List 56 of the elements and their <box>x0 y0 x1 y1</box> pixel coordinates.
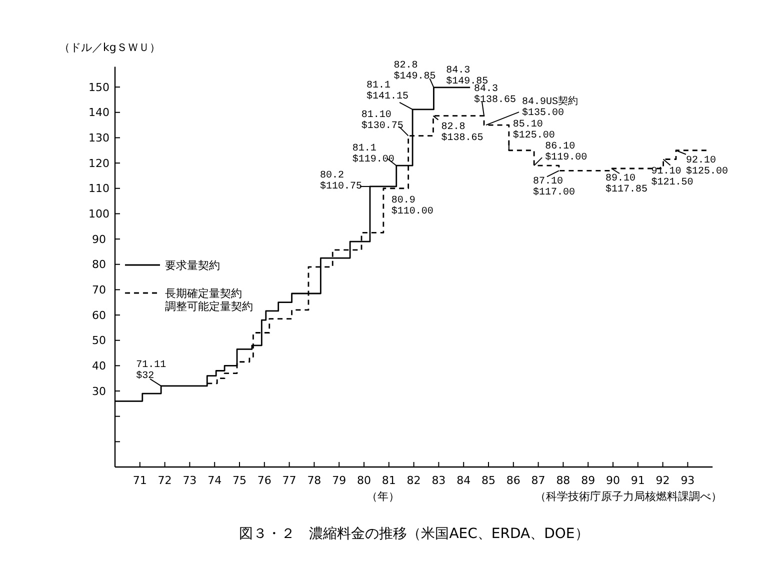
annotation: 80.2 $110.75 <box>320 170 362 192</box>
annotation: 82.8 $149.85 <box>394 60 436 82</box>
text: 図３・２ 濃縮料金の推移（米国AEC、ERDA、DOE） <box>239 526 589 542</box>
x-tick-label: 79 <box>332 474 346 487</box>
x-tick-label: 85 <box>482 474 496 487</box>
x-tick-label: 76 <box>257 474 272 487</box>
legend-label: 要求量契約 <box>165 259 220 272</box>
x-tick-label: 77 <box>282 474 296 487</box>
y-tick-label: 60 <box>92 308 106 322</box>
annotation: 71.11 $32 <box>136 360 166 382</box>
annotation: 92.10 $125.00 <box>686 155 728 178</box>
y-tick-label: 30 <box>92 384 106 398</box>
annotation: 82.8 $138.65 <box>441 122 484 144</box>
x-tick-label: 74 <box>208 474 222 487</box>
y-tick-label: 110 <box>88 182 110 196</box>
annotation: 87.10 $117.00 <box>532 176 575 199</box>
x-tick-label: 75 <box>232 474 246 487</box>
y-tick-label: 120 <box>88 156 110 170</box>
x-tick-label: 83 <box>432 474 446 487</box>
annotation: 81.1 $119.00 <box>352 144 394 166</box>
y-tick-label: 40 <box>92 360 106 373</box>
annotation: 80.9 $110.00 <box>391 195 434 218</box>
x-tick-label: 89 <box>581 474 596 487</box>
x-tick-label: 78 <box>307 474 322 487</box>
y-axis-title: （ドル／kgＳＷＵ） <box>59 41 160 54</box>
y-tick-label: 100 <box>88 208 110 221</box>
x-axis-title: （年） <box>366 490 400 503</box>
x-tick-label: 84 <box>456 474 471 487</box>
x-tick-label: 88 <box>556 474 570 487</box>
y-tick-label: 130 <box>88 132 110 145</box>
x-tick-label: 80 <box>357 474 371 487</box>
y-tick-label: 140 <box>88 106 110 120</box>
x-tick-label: 73 <box>182 474 197 487</box>
x-tick-label: 87 <box>531 474 546 487</box>
y-tick-label: 70 <box>92 284 106 297</box>
x-tick-label: 90 <box>606 474 620 487</box>
y-tick-label: 80 <box>92 258 106 272</box>
annotation: 86.10 $119.00 <box>545 142 588 164</box>
x-tick-label: 72 <box>158 474 172 487</box>
x-tick-label: 81 <box>382 474 396 487</box>
x-tick-label: 86 <box>506 474 520 487</box>
y-tick-label: 90 <box>92 232 106 246</box>
annotation: 81.10 $130.75 <box>361 110 404 132</box>
y-tick-label: 150 <box>88 80 110 94</box>
annotation: 81.1 $141.15 <box>366 80 409 102</box>
x-tick-label: 92 <box>656 474 670 487</box>
y-tick-label: 50 <box>92 334 106 348</box>
annotation: 85.10 $125.00 <box>512 119 555 142</box>
text: （科学技術庁原子力局核燃料課調べ） <box>535 490 722 503</box>
annotation: 89.10 $117.85 <box>606 173 648 196</box>
x-tick-label: 91 <box>630 474 645 487</box>
x-tick-label: 82 <box>406 474 421 487</box>
annotation: 84.9US契約 $135.00 <box>522 95 578 120</box>
x-tick-label: 71 <box>132 474 147 487</box>
x-tick-label: 93 <box>680 474 695 487</box>
legend-label: 長期確定量契約調整可能定量契約 <box>165 287 253 313</box>
